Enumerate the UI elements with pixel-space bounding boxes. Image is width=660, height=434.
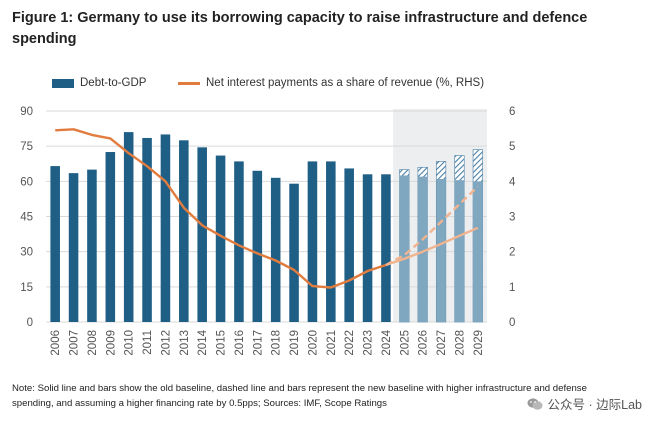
x-tick-label: 2006 [50, 330, 62, 356]
bar-debt [197, 147, 207, 322]
line-interest [55, 128, 387, 289]
legend-item-interest: Net interest payments as a share of reve… [178, 77, 484, 89]
bar-debt [215, 155, 226, 322]
bar-debt [142, 137, 152, 322]
legend-swatch-line [178, 81, 200, 85]
x-tick-label: 2008 [87, 330, 99, 356]
x-tick-label: 2014 [197, 329, 209, 355]
bar-debt [123, 132, 134, 322]
bar-debt [307, 161, 318, 322]
legend-label-interest: Net interest payments as a share of reve… [206, 77, 485, 89]
bar-debt [362, 174, 373, 322]
y-left-tick-label: 75 [20, 141, 33, 153]
x-tick-label: 2022 [344, 330, 356, 356]
bar-debt [68, 173, 79, 322]
line-interest-old-projection [385, 226, 479, 267]
y-right-tick-label: 6 [509, 106, 515, 118]
bar-debt [417, 176, 428, 322]
x-tick-label: 2010 [124, 330, 136, 356]
x-tick-label: 2009 [105, 330, 117, 356]
y-left-tick-label: 30 [20, 247, 33, 259]
bar-debt [436, 178, 446, 322]
legend-item-debt: Debt-to-GDP [52, 77, 146, 89]
x-tick-label: 2015 [216, 330, 228, 356]
y-left-tick-label: 45 [20, 212, 33, 224]
bar-debt [234, 161, 244, 322]
x-tick-label: 2027 [436, 330, 448, 356]
bar-debt [252, 170, 263, 322]
bar-debt [473, 181, 483, 322]
x-tick-label: 2019 [289, 330, 301, 356]
x-tick-label: 2011 [142, 330, 154, 355]
x-tick-label: 2016 [234, 330, 246, 356]
bar-debt [87, 169, 97, 322]
bar-debt [326, 161, 336, 322]
y-right-tick-label: 2 [509, 247, 515, 259]
bar-debt [381, 174, 391, 322]
bar-debt [344, 168, 354, 322]
y-right-tick-label: 3 [509, 212, 515, 224]
x-tick-label: 2028 [454, 330, 466, 356]
watermark-text: 公众号 · 边际Lab [547, 398, 642, 412]
x-tick-label: 2020 [307, 330, 319, 356]
x-tick-label: 2023 [363, 330, 375, 356]
x-tick-label: 2017 [252, 330, 264, 356]
y-right-tick-label: 0 [509, 317, 515, 329]
y-left-tick-label: 15 [20, 282, 33, 294]
x-tick-label: 2007 [69, 330, 81, 356]
legend-swatch-bar [52, 78, 74, 88]
y-left-tick-label: 60 [20, 176, 33, 188]
x-tick-label: 2025 [399, 330, 411, 356]
bar-debt [105, 152, 116, 322]
x-tick-label: 2024 [381, 329, 393, 355]
watermark: 公众号 · 边际Lab [527, 394, 642, 413]
x-tick-label: 2021 [326, 330, 338, 356]
bar-debt [454, 180, 465, 322]
y-right-tick-label: 4 [509, 176, 516, 188]
x-tick-label: 2012 [160, 330, 172, 356]
y-left-tick-label: 90 [20, 106, 33, 118]
bar-debt [289, 183, 299, 322]
wechat-icon [527, 397, 543, 410]
x-tick-label: 2018 [271, 330, 283, 356]
legend: Debt-to-GDP Net interest payments as a s… [0, 74, 660, 94]
x-tick-label: 2029 [473, 330, 485, 356]
bar-debt [399, 175, 410, 322]
line-interest-new-projection [385, 185, 479, 267]
bar-debt [179, 140, 189, 322]
y-right-tick-label: 5 [509, 141, 515, 153]
y-right-tick-label: 1 [509, 282, 515, 294]
y-left-tick-label: 0 [27, 317, 33, 329]
bar-debt [50, 166, 60, 322]
x-tick-label: 2026 [418, 330, 430, 356]
legend-label-debt: Debt-to-GDP [80, 77, 147, 89]
chart-title: Figure 1: Germany to use its borrowing c… [12, 10, 588, 47]
x-tick-label: 2013 [179, 330, 191, 356]
chart-note: Note: Solid line and bars show the old b… [12, 383, 587, 409]
bar-debt [160, 134, 171, 322]
bar-debt [270, 177, 281, 322]
